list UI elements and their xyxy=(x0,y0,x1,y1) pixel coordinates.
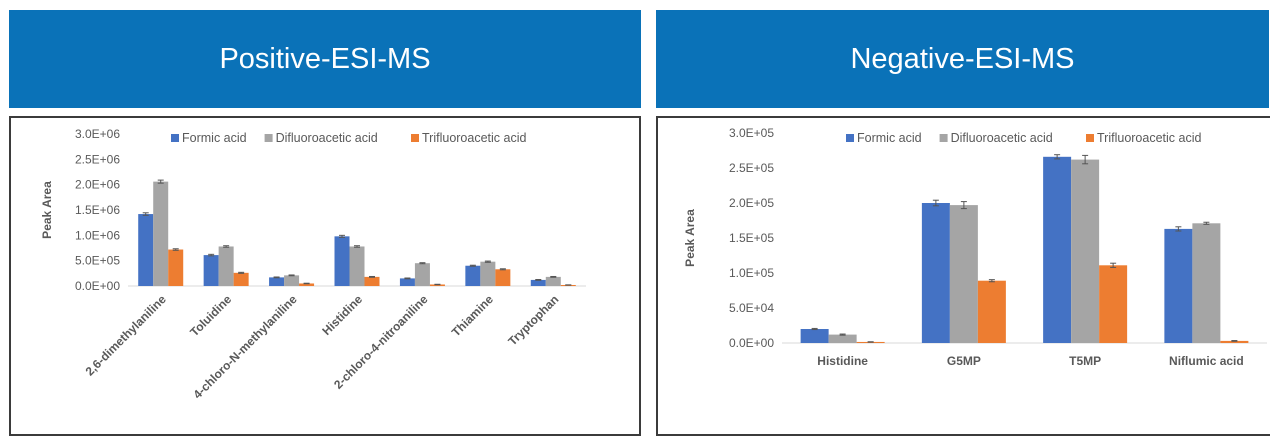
negative-legend-swatch xyxy=(1086,134,1094,142)
positive-bar-formic-acid-4-chloro-n-methylaniline xyxy=(269,277,284,286)
negative-esi-ms-chart: 0.0E+00 5.0E+04 1.0E+05 1.5E+05 2.0E+05 2.5E+… xyxy=(658,118,1270,438)
negative-y-tick-label: 5.0E+04 xyxy=(729,301,774,315)
negative-y-axis-label: Peak Area xyxy=(683,209,697,267)
positive-legend-label: Formic acid xyxy=(182,131,247,145)
negative-bar-difluoroacetic-acid-histidine xyxy=(829,335,857,343)
negative-legend-item-difluoroacetic-acid: Difluoroacetic acid xyxy=(940,131,1053,145)
negative-error-bar-difluoroacetic-acid-histidine xyxy=(840,334,846,335)
negative-bar-trifluoroacetic-acid-g5mp xyxy=(978,281,1006,343)
positive-category-label: Tryptophan xyxy=(505,292,561,348)
negative-error-bar-trifluoroacetic-acid-niflumic-acid xyxy=(1231,341,1237,342)
negative-bar-trifluoroacetic-acid-t5mp xyxy=(1099,265,1127,343)
positive-legend-item-difluoroacetic-acid: Difluoroacetic acid xyxy=(265,131,378,145)
positive-bar-formic-acid-2-chloro-4-nitroaniline xyxy=(400,278,415,286)
positive-category-label: Thiamine xyxy=(449,292,496,339)
positive-legend-item-formic-acid: Formic acid xyxy=(171,131,247,145)
negative-legend-label: Trifluoroacetic acid xyxy=(1097,131,1201,145)
positive-bar-difluoroacetic-acid-4-chloro-n-methylaniline xyxy=(284,275,299,286)
negative-legend-swatch xyxy=(846,134,854,142)
positive-esi-ms-chart: 0.0E+00 5.0E+05 1.0E+06 1.5E+06 2.0E+06 2.5E+… xyxy=(11,118,643,438)
positive-legend-swatch xyxy=(171,134,179,142)
positive-y-tick-label: 1.5E+06 xyxy=(75,203,120,217)
positive-bar-difluoroacetic-acid-tryptophan xyxy=(546,277,561,286)
positive-esi-ms-chart-panel: 0.0E+00 5.0E+05 1.0E+06 1.5E+06 2.0E+06 2.5E+… xyxy=(9,116,641,436)
positive-error-bar-formic-acid-toluidine xyxy=(208,254,214,256)
negative-bar-difluoroacetic-acid-t5mp xyxy=(1071,160,1099,343)
positive-error-bar-difluoroacetic-acid-2-6-dimethylaniline xyxy=(158,180,164,183)
negative-bar-formic-acid-t5mp xyxy=(1043,157,1071,343)
positive-bar-trifluoroacetic-acid-toluidine xyxy=(234,273,249,286)
negative-bar-formic-acid-g5mp xyxy=(922,203,950,343)
negative-bar-difluoroacetic-acid-niflumic-acid xyxy=(1192,223,1220,343)
positive-error-bar-difluoroacetic-acid-tryptophan xyxy=(550,276,556,277)
negative-bar-difluoroacetic-acid-g5mp xyxy=(950,205,978,343)
positive-category-label: Toluidine xyxy=(187,292,234,339)
positive-bar-formic-acid-toluidine xyxy=(204,255,219,286)
positive-error-bar-formic-acid-4-chloro-n-methylaniline xyxy=(274,277,280,278)
negative-legend-label: Formic acid xyxy=(857,131,922,145)
negative-category-label: G5MP xyxy=(947,354,981,368)
negative-legend-swatch xyxy=(940,134,948,142)
negative-y-tick-label: 0.0E+00 xyxy=(729,336,774,350)
positive-legend-label: Trifluoroacetic acid xyxy=(422,131,526,145)
positive-bar-difluoroacetic-acid-thiamine xyxy=(480,262,495,286)
positive-category-label: Histidine xyxy=(319,292,365,338)
positive-error-bar-formic-acid-2-chloro-4-nitroaniline xyxy=(404,278,410,279)
positive-category-label: 2,6-dimethylaniline xyxy=(83,292,170,379)
positive-bar-difluoroacetic-acid-toluidine xyxy=(219,246,234,286)
negative-esi-ms-header: Negative-ESI-MS xyxy=(656,10,1269,108)
positive-y-tick-label: 5.0E+05 xyxy=(75,254,120,268)
negative-esi-ms-chart-panel: 0.0E+00 5.0E+04 1.0E+05 1.5E+05 2.0E+05 2.5E+… xyxy=(656,116,1270,436)
positive-bar-difluoroacetic-acid-2-chloro-4-nitroaniline xyxy=(415,263,430,286)
negative-esi-ms-title: Negative-ESI-MS xyxy=(850,43,1074,76)
negative-category-label: Histidine xyxy=(817,354,868,368)
positive-y-tick-label: 3.0E+06 xyxy=(75,127,120,141)
negative-legend-label: Difluoroacetic acid xyxy=(951,131,1053,145)
positive-category-label: 4-chloro-N-methylaniline xyxy=(190,292,300,402)
positive-bar-trifluoroacetic-acid-2-6-dimethylaniline xyxy=(168,250,183,286)
positive-error-bar-trifluoroacetic-acid-4-chloro-n-methylaniline xyxy=(304,283,310,284)
positive-y-tick-label: 2.0E+06 xyxy=(75,178,120,192)
positive-bar-formic-acid-thiamine xyxy=(465,266,480,286)
positive-legend-item-trifluoroacetic-acid: Trifluoroacetic acid xyxy=(411,131,526,145)
positive-y-tick-label: 2.5E+06 xyxy=(75,152,120,166)
negative-category-label: Niflumic acid xyxy=(1169,354,1244,368)
negative-category-label: T5MP xyxy=(1069,354,1101,368)
positive-esi-ms-title: Positive-ESI-MS xyxy=(219,43,430,76)
positive-legend-swatch xyxy=(411,134,419,142)
positive-legend-label: Difluoroacetic acid xyxy=(276,131,378,145)
negative-y-tick-label: 3.0E+05 xyxy=(729,126,774,140)
positive-esi-ms-header: Positive-ESI-MS xyxy=(9,10,641,108)
negative-legend-item-trifluoroacetic-acid: Trifluoroacetic acid xyxy=(1086,131,1201,145)
negative-y-tick-label: 2.5E+05 xyxy=(729,161,774,175)
negative-legend-item-formic-acid: Formic acid xyxy=(846,131,922,145)
negative-bar-formic-acid-histidine xyxy=(801,329,829,343)
positive-bar-formic-acid-tryptophan xyxy=(531,280,546,286)
positive-bar-trifluoroacetic-acid-histidine xyxy=(365,277,380,286)
negative-bar-formic-acid-niflumic-acid xyxy=(1164,229,1192,343)
positive-y-axis-label: Peak Area xyxy=(40,181,54,239)
positive-bar-formic-acid-histidine xyxy=(335,236,350,286)
negative-y-tick-label: 1.5E+05 xyxy=(729,231,774,245)
positive-error-bar-formic-acid-tryptophan xyxy=(535,280,541,281)
positive-y-tick-label: 0.0E+00 xyxy=(75,279,120,293)
positive-error-bar-trifluoroacetic-acid-2-6-dimethylaniline xyxy=(173,249,179,251)
negative-y-tick-label: 1.0E+05 xyxy=(729,266,774,280)
positive-bar-formic-acid-2-6-dimethylaniline xyxy=(138,214,153,286)
positive-legend-swatch xyxy=(265,134,273,142)
positive-bar-difluoroacetic-acid-histidine xyxy=(350,246,365,286)
positive-y-tick-label: 1.0E+06 xyxy=(75,228,120,242)
positive-error-bar-difluoroacetic-acid-4-chloro-n-methylaniline xyxy=(289,275,295,276)
positive-bar-difluoroacetic-acid-2-6-dimethylaniline xyxy=(153,182,168,286)
positive-error-bar-trifluoroacetic-acid-histidine xyxy=(369,276,375,277)
positive-bar-trifluoroacetic-acid-thiamine xyxy=(495,269,510,286)
negative-y-tick-label: 2.0E+05 xyxy=(729,196,774,210)
